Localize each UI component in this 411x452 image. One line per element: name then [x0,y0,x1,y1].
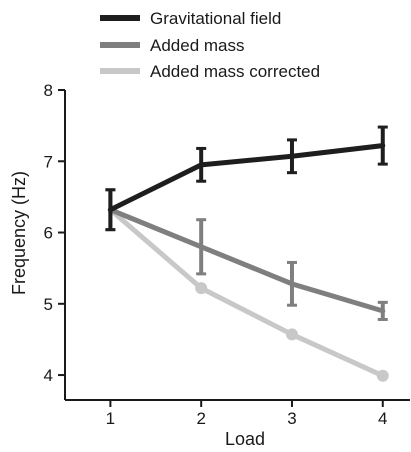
x-tick-label: 1 [106,409,115,428]
series-added-mass-corrected [107,207,389,382]
series-line-added-mass [107,207,386,314]
legend-label-added-mass: Added mass [150,36,245,55]
data-point [376,369,389,382]
series-gravitational-field [105,125,388,232]
y-axis-ticks: 4 5 6 7 8 [44,81,65,385]
series-line-gravitational-field [107,143,386,213]
x-tick-label: 2 [196,409,205,428]
y-tick-label: 7 [44,152,53,171]
x-tick-label: 3 [287,409,296,428]
y-tick-label: 5 [44,295,53,314]
y-tick-label: 8 [44,81,53,100]
x-axis-label: Load [225,429,265,449]
data-point [285,328,298,341]
data-point [195,282,208,295]
legend-label-added-mass-corrected: Added mass corrected [150,62,320,81]
plot-area [105,125,389,382]
series-line-added-mass-corrected [107,207,386,379]
legend-label-gravitational-field: Gravitational field [150,9,281,28]
y-tick-label: 6 [44,224,53,243]
y-tick-label: 4 [44,366,53,385]
x-axis-ticks: 1 2 3 4 [106,400,387,428]
x-tick-label: 4 [378,409,387,428]
series-added-mass [105,188,388,321]
legend: Gravitational field Added mass Added mas… [100,9,320,81]
y-axis-label: Frequency (Hz) [9,171,29,295]
